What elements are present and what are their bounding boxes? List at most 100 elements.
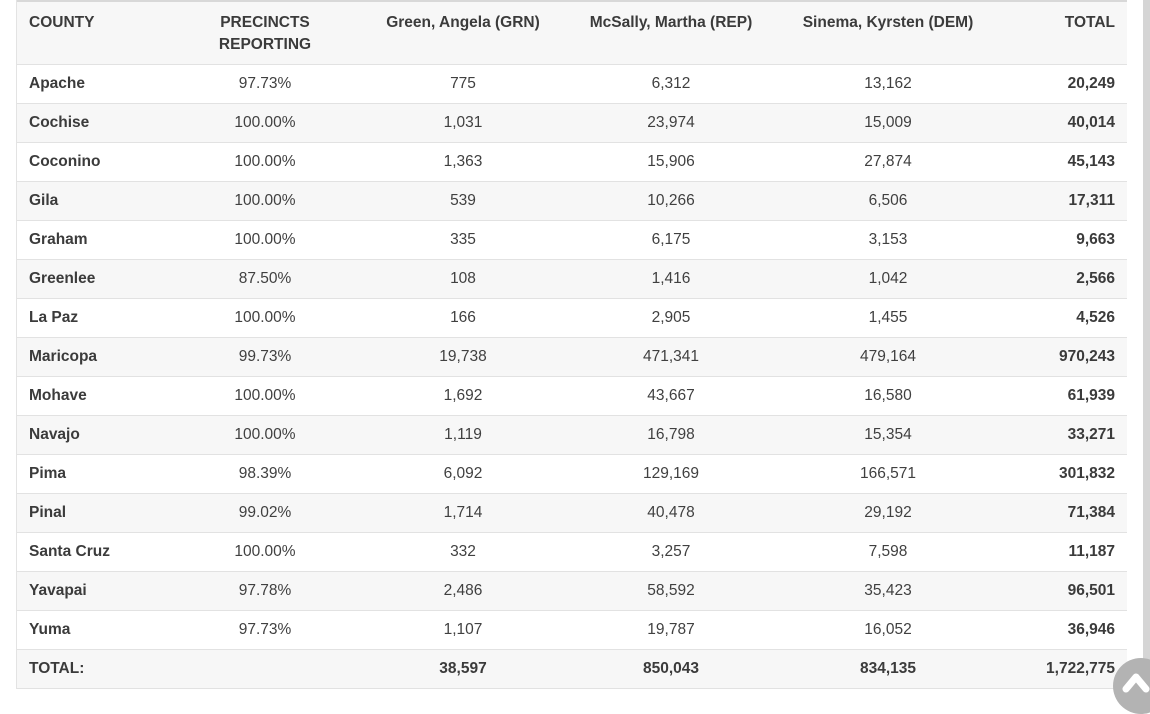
cell-precincts: 100.00%: [165, 220, 365, 260]
table-row: Greenlee 87.50% 108 1,416 1,042 2,566: [17, 259, 1127, 299]
table-row: Yuma 97.73% 1,107 19,787 16,052 36,946: [17, 610, 1127, 650]
cell-mcsally: 3,257: [561, 532, 781, 572]
column-header-precincts: PRECINCTS REPORTING: [165, 1, 365, 65]
header-row: COUNTY PRECINCTS REPORTING Green, Angela (…: [17, 1, 1127, 65]
cell-sinema: 16,052: [781, 610, 995, 650]
table-row: Mohave 100.00% 1,692 43,667 16,580 61,939: [17, 376, 1127, 416]
table-row: Yavapai 97.78% 2,486 58,592 35,423 96,501: [17, 571, 1127, 611]
cell-precincts: 99.02%: [165, 493, 365, 533]
table-row: Pima 98.39% 6,092 129,169 166,571 301,832: [17, 454, 1127, 494]
cell-county: Mohave: [17, 376, 165, 416]
chevron-up-icon: [1122, 673, 1150, 693]
cell-mcsally: 1,416: [561, 259, 781, 299]
cell-sinema: 1,042: [781, 259, 995, 299]
column-header-label: Sinema, Kyrsten (DEM): [802, 14, 974, 31]
cell-mcsally: 10,266: [561, 181, 781, 221]
cell-county: Yuma: [17, 610, 165, 650]
table-row: Santa Cruz 100.00% 332 3,257 7,598 11,187: [17, 532, 1127, 572]
cell-total: 36,946: [995, 610, 1127, 650]
cell-precincts: 97.73%: [165, 64, 365, 104]
cell-green: 166: [365, 298, 561, 338]
cell-total: 40,014: [995, 103, 1127, 143]
cell-sinema: 16,580: [781, 376, 995, 416]
cell-precincts: 100.00%: [165, 298, 365, 338]
cell-county: TOTAL:: [17, 649, 165, 689]
table-row: Coconino 100.00% 1,363 15,906 27,874 45,143: [17, 142, 1127, 182]
cell-green: 539: [365, 181, 561, 221]
cell-green: 1,714: [365, 493, 561, 533]
cell-total: 61,939: [995, 376, 1127, 416]
cell-green: 38,597: [365, 649, 561, 689]
cell-county: Graham: [17, 220, 165, 260]
cell-county: Apache: [17, 64, 165, 104]
cell-sinema: 15,009: [781, 103, 995, 143]
cell-precincts: 99.73%: [165, 337, 365, 377]
cell-county: Coconino: [17, 142, 165, 182]
column-header-label: TOTAL: [1064, 14, 1115, 31]
cell-precincts: 87.50%: [165, 259, 365, 299]
cell-mcsally: 6,312: [561, 64, 781, 104]
cell-precincts: 100.00%: [165, 415, 365, 455]
cell-total: 11,187: [995, 532, 1127, 572]
cell-mcsally: 850,043: [561, 649, 781, 689]
cell-total: 4,526: [995, 298, 1127, 338]
cell-green: 19,738: [365, 337, 561, 377]
cell-precincts: 100.00%: [165, 181, 365, 221]
cell-county: Cochise: [17, 103, 165, 143]
column-header-green: Green, Angela (GRN): [365, 1, 561, 65]
table-row: Pinal 99.02% 1,714 40,478 29,192 71,384: [17, 493, 1127, 533]
table-header: COUNTY PRECINCTS REPORTING Green, Angela (…: [17, 1, 1127, 65]
cell-sinema: 166,571: [781, 454, 995, 494]
cell-total: 9,663: [995, 220, 1127, 260]
cell-mcsally: 16,798: [561, 415, 781, 455]
cell-green: 2,486: [365, 571, 561, 611]
results-table-container: COUNTY PRECINCTS REPORTING Green, Angela (…: [16, 0, 1127, 689]
cell-sinema: 479,164: [781, 337, 995, 377]
cell-precincts: 97.73%: [165, 610, 365, 650]
cell-sinema: 7,598: [781, 532, 995, 572]
cell-total: 71,384: [995, 493, 1127, 533]
cell-green: 1,119: [365, 415, 561, 455]
cell-green: 108: [365, 259, 561, 299]
cell-county: Yavapai: [17, 571, 165, 611]
column-header-label: COUNTY: [29, 14, 95, 31]
table-row: Maricopa 99.73% 19,738 471,341 479,164 970,24…: [17, 337, 1127, 377]
cell-county: Santa Cruz: [17, 532, 165, 572]
cell-total: 2,566: [995, 259, 1127, 299]
results-table: COUNTY PRECINCTS REPORTING Green, Angela (…: [17, 0, 1127, 689]
cell-sinema: 27,874: [781, 142, 995, 182]
cell-total: 301,832: [995, 454, 1127, 494]
cell-total: 33,271: [995, 415, 1127, 455]
cell-county: Maricopa: [17, 337, 165, 377]
cell-total: 96,501: [995, 571, 1127, 611]
cell-sinema: 13,162: [781, 64, 995, 104]
cell-mcsally: 19,787: [561, 610, 781, 650]
cell-green: 1,107: [365, 610, 561, 650]
cell-mcsally: 2,905: [561, 298, 781, 338]
total-row: TOTAL: 38,597 850,043 834,135 1,722,775: [17, 649, 1127, 689]
cell-total: 45,143: [995, 142, 1127, 182]
column-header-label: Green, Angela (GRN): [386, 14, 540, 31]
column-header-county: COUNTY: [17, 1, 165, 65]
cell-green: 335: [365, 220, 561, 260]
cell-county: Pima: [17, 454, 165, 494]
scrollbar-track[interactable]: [1143, 0, 1150, 702]
column-header-label: McSally, Martha (REP): [589, 14, 753, 31]
cell-sinema: 834,135: [781, 649, 995, 689]
cell-precincts: 100.00%: [165, 103, 365, 143]
cell-sinema: 29,192: [781, 493, 995, 533]
column-header-sinema: Sinema, Kyrsten (DEM): [781, 1, 995, 65]
cell-green: 1,363: [365, 142, 561, 182]
cell-mcsally: 58,592: [561, 571, 781, 611]
cell-green: 6,092: [365, 454, 561, 494]
cell-precincts: 100.00%: [165, 142, 365, 182]
cell-county: La Paz: [17, 298, 165, 338]
cell-county: Navajo: [17, 415, 165, 455]
cell-county: Pinal: [17, 493, 165, 533]
table-row: Gila 100.00% 539 10,266 6,506 17,311: [17, 181, 1127, 221]
cell-sinema: 6,506: [781, 181, 995, 221]
column-header-mcsally: McSally, Martha (REP): [561, 1, 781, 65]
cell-precincts: 100.00%: [165, 376, 365, 416]
table-row: Graham 100.00% 335 6,175 3,153 9,663: [17, 220, 1127, 260]
cell-green: 775: [365, 64, 561, 104]
